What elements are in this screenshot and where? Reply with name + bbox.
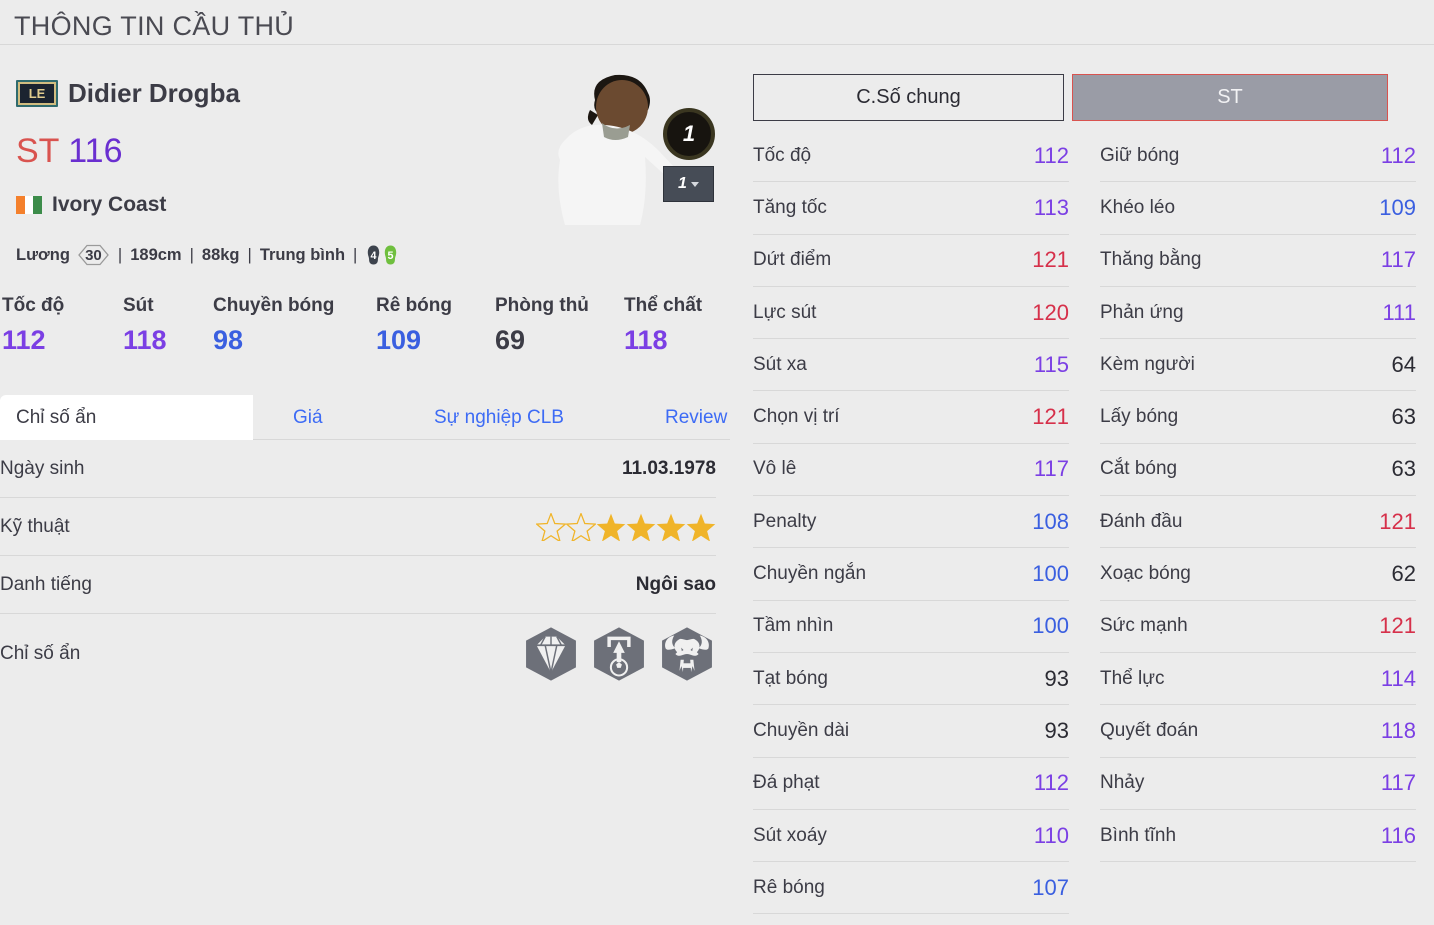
svg-text:4: 4: [371, 250, 377, 262]
svg-text:5: 5: [388, 250, 394, 262]
